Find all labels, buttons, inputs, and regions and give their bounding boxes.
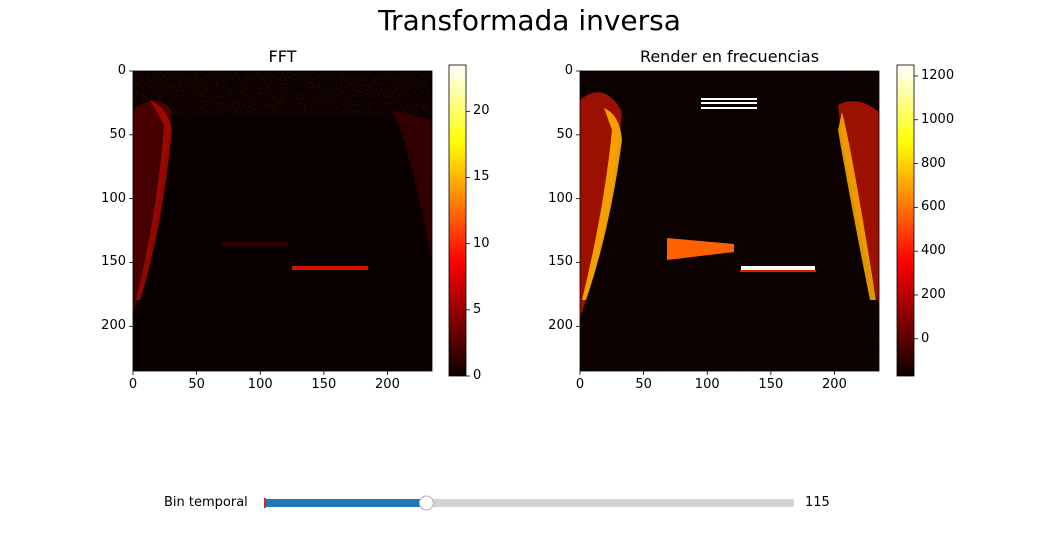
y-tick-label: 100 — [548, 190, 573, 206]
x-tick-label: 50 — [635, 377, 652, 392]
colorbar-tick-label: 0 — [921, 330, 930, 346]
x-tick-label: 100 — [247, 377, 273, 392]
colorbar-tick-label: 600 — [921, 199, 946, 215]
render-axes-frame — [579, 70, 880, 372]
colorbar-tick-label: 20 — [473, 103, 490, 119]
colorbar-tick-label: 0 — [473, 368, 482, 383]
colorbar-tick-label: 10 — [473, 235, 490, 251]
colorbar-tick-label: 5 — [473, 301, 482, 317]
render-panel-title: Render en frecuencias — [639, 47, 820, 66]
x-tick-label: 0 — [128, 377, 138, 392]
fft-image — [133, 71, 432, 371]
y-tick-label: 200 — [548, 318, 573, 334]
figure-title: Transformada inversa — [378, 4, 681, 37]
x-tick-label: 200 — [375, 377, 400, 392]
fft-axes-frame — [132, 70, 433, 372]
y-tick-label: 150 — [548, 254, 573, 270]
colorbar-tick-label: 200 — [921, 286, 946, 302]
colorbar-tick-label: 1200 — [921, 67, 955, 83]
slider-value: 115 — [805, 495, 830, 510]
slider-label: Bin temporal — [164, 495, 248, 510]
fft-panel-title: FFT — [268, 47, 297, 66]
y-tick-label: 0 — [117, 63, 126, 78]
tick-marks — [129, 70, 918, 377]
colorbar-tick-label: 15 — [473, 169, 490, 185]
x-tick-label: 150 — [311, 377, 337, 392]
fft-colorbar — [448, 64, 467, 377]
colorbar-tick-label: 400 — [921, 243, 946, 259]
x-tick-label: 150 — [758, 377, 784, 392]
y-tick-label: 50 — [556, 126, 573, 142]
slider-init-marker — [264, 498, 266, 508]
y-tick-label: 0 — [564, 63, 573, 78]
x-tick-label: 200 — [822, 377, 847, 392]
y-tick-label: 50 — [109, 126, 126, 142]
y-tick-label: 100 — [101, 190, 126, 206]
colorbar-tick-label: 800 — [921, 155, 946, 171]
render-colorbar — [896, 64, 915, 377]
render-image — [580, 71, 879, 371]
y-tick-label: 200 — [101, 318, 126, 334]
bin-temporal-slider[interactable] — [264, 495, 794, 511]
x-tick-label: 50 — [188, 377, 205, 392]
slider-fill — [265, 499, 427, 507]
colorbar-tick-label: 1000 — [921, 111, 955, 127]
slider-handle[interactable] — [418, 495, 434, 511]
x-tick-label: 100 — [694, 377, 720, 392]
x-tick-label: 0 — [575, 377, 585, 392]
y-tick-label: 150 — [101, 254, 126, 270]
